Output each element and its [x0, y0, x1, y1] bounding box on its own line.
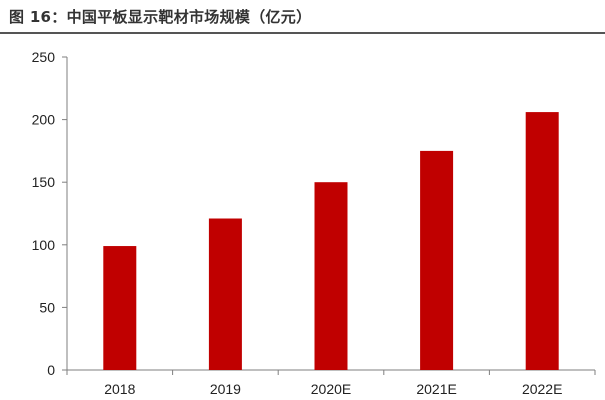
bar-2018	[103, 246, 137, 370]
bar-series	[103, 112, 559, 370]
y-tick-label: 0	[47, 362, 55, 378]
title-divider	[0, 32, 605, 34]
x-tick-label: 2020E	[311, 381, 351, 397]
y-tick-label: 50	[39, 299, 55, 315]
x-tick-label: 2022E	[522, 381, 562, 397]
bar-2021e	[420, 150, 454, 370]
y-tick-label: 100	[32, 237, 56, 253]
y-tick-label: 150	[32, 174, 56, 190]
bar-2022e	[525, 112, 559, 370]
x-tick-label: 2018	[104, 381, 135, 397]
bar-2020e	[314, 182, 348, 370]
x-tick-label: 2021E	[416, 381, 456, 397]
x-axis: 2018 2019 2020E 2021E 2022E	[66, 369, 596, 397]
y-tick-label: 200	[32, 112, 56, 128]
figure-title: 图 16：中国平板显示靶材市场规模（亿元）	[9, 8, 312, 26]
x-tick-label: 2019	[210, 381, 241, 397]
y-axis: 0 50 100 150 200 250	[32, 49, 68, 378]
y-tick-label: 250	[32, 49, 56, 65]
bar-2019	[208, 218, 242, 370]
